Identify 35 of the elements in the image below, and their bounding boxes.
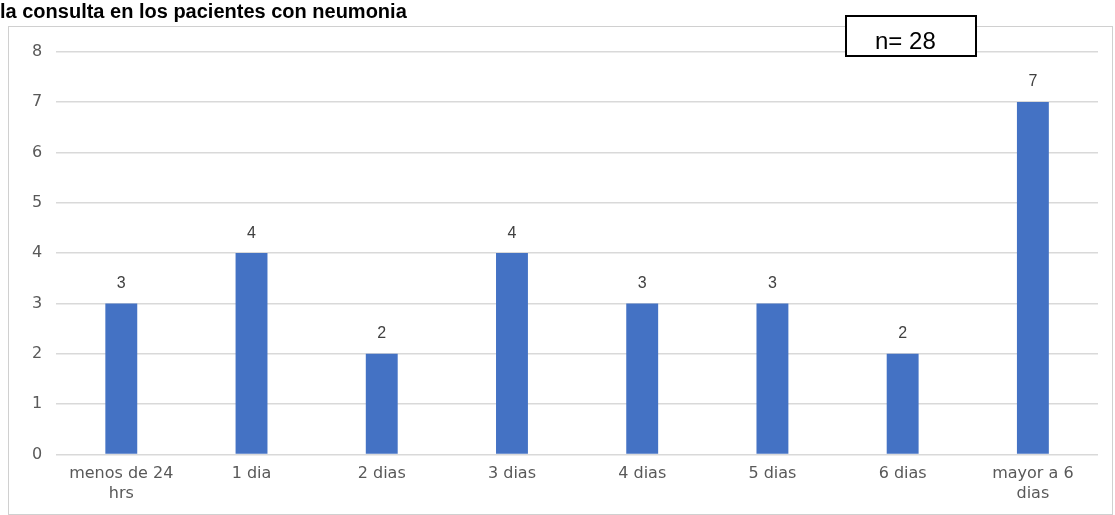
bar	[496, 253, 528, 454]
bar	[756, 303, 789, 454]
x-tick-label: 6 dias	[878, 463, 927, 483]
y-tick-label: 1	[31, 393, 43, 413]
y-tick-label: 0	[31, 443, 43, 463]
x-tick-label: 4 dias	[618, 463, 667, 483]
data-label: 3	[637, 273, 647, 291]
data-label: 2	[898, 324, 908, 342]
data-label: 7	[1028, 72, 1038, 90]
x-tick-label: menos de 24 hrs	[69, 463, 174, 502]
bar	[626, 303, 659, 454]
data-label: 4	[507, 223, 517, 241]
bar	[365, 353, 398, 454]
data-label: 2	[377, 324, 387, 342]
y-tick-label: 6	[31, 141, 43, 161]
y-tick-label: 7	[31, 91, 43, 111]
x-tick-label: mayor a 6 dias	[992, 463, 1074, 502]
x-tick-label: 1 dia	[231, 463, 272, 483]
chart-title: la consulta en los pacientes con neumonia	[0, 0, 407, 23]
y-tick-label: 5	[31, 191, 43, 211]
x-tick-label: 2 dias	[357, 463, 406, 483]
y-tick-label: 8	[31, 40, 43, 60]
y-tick-label: 3	[31, 292, 43, 312]
data-label: 3	[767, 273, 777, 291]
bar	[235, 253, 268, 454]
data-label: 4	[247, 223, 257, 241]
bar	[105, 303, 138, 454]
bar	[1016, 101, 1049, 454]
annotation: n= 28	[845, 15, 977, 57]
x-tick-label: 5 dias	[748, 463, 797, 483]
y-tick-label: 4	[31, 242, 43, 262]
x-tick-label: 3 dias	[487, 463, 536, 483]
data-label: 3	[116, 273, 126, 291]
bar	[886, 353, 919, 454]
y-tick-label: 2	[31, 343, 43, 363]
